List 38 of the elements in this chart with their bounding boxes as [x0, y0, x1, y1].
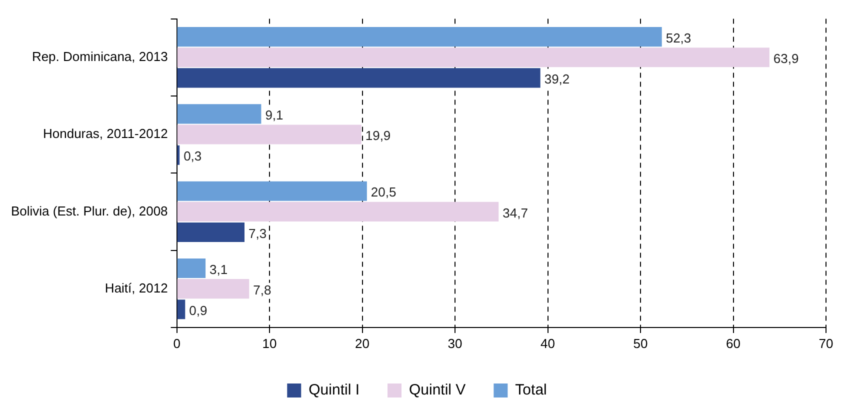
x-tick-label: 20 [355, 336, 370, 351]
bar [177, 68, 540, 88]
data-label: 7,3 [248, 226, 267, 241]
data-label: 9,1 [265, 108, 284, 123]
x-tick-label: 30 [448, 336, 462, 351]
y-tick-label: Haití, 2012 [104, 280, 168, 296]
y-tick-label: Bolivia (Est. Plur. de), 2008 [10, 203, 168, 218]
x-tick-label: 0 [173, 336, 180, 351]
data-label: 7,8 [253, 282, 272, 298]
data-label: 52,3 [666, 30, 692, 46]
data-label: 34,7 [502, 205, 528, 220]
x-tick-label: 70 [818, 336, 834, 351]
x-tick-label: 10 [262, 336, 277, 351]
data-label: 0,9 [189, 302, 208, 318]
data-label: 20,5 [370, 184, 396, 200]
bar [177, 258, 206, 278]
x-tick-label: 40 [540, 336, 556, 351]
bar [177, 48, 770, 68]
bar [177, 300, 186, 320]
x-tick-label: 60 [726, 336, 740, 351]
data-label: 39,2 [544, 72, 570, 87]
data-label: 3,1 [210, 262, 228, 277]
bar [177, 279, 250, 299]
bar [177, 27, 662, 47]
legend-label: Total [515, 382, 547, 399]
legend-label: Quintil I [308, 382, 360, 399]
x-tick-label: 50 [633, 336, 648, 351]
bar [177, 104, 262, 124]
bar [177, 181, 367, 201]
bar [177, 222, 244, 242]
legend-label: Quintil V [408, 382, 466, 399]
y-tick-label: Rep. Dominicana, 2013 [32, 48, 168, 64]
data-label: 0,3 [184, 148, 202, 164]
data-label: 63,9 [773, 50, 799, 66]
bar [177, 124, 362, 144]
data-label: 19,9 [365, 128, 391, 144]
bar [177, 202, 499, 222]
y-tick-label: Honduras, 2011-2012 [43, 126, 168, 142]
